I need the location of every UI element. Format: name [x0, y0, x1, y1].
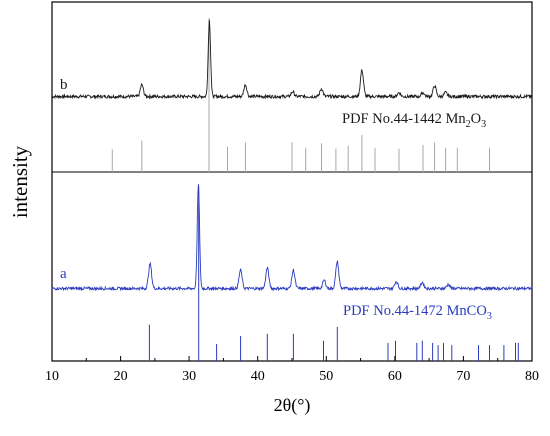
x-tick-label: 70: [456, 369, 470, 384]
reference-label-mnco3: PDF No.44-1472 MnCO3: [343, 303, 492, 322]
top-reference-sticks: [111, 18, 490, 172]
x-tick-label: 60: [388, 369, 402, 384]
x-axis-label: 2θ(°): [274, 395, 311, 416]
x-tick-label: 10: [45, 369, 59, 384]
y-axis-label: intensity: [8, 145, 32, 218]
reference-label-mn2o3-main: PDF No.44-1442 Mn: [342, 111, 466, 127]
trace-a-label: a: [60, 266, 67, 282]
bottom-reference-sticks: [148, 186, 519, 361]
x-tick-label: 40: [251, 369, 265, 384]
x-tick-label: 30: [182, 369, 196, 384]
x-tick-label: 80: [525, 369, 539, 384]
trace-b-label: b: [60, 77, 68, 93]
x-tick-label: 20: [114, 369, 128, 384]
trace-a-line: [51, 184, 533, 292]
trace-b-line: [51, 19, 533, 100]
reference-label-mn2o3: PDF No.44-1442 Mn2O3: [342, 111, 486, 130]
x-axis-ticks: 10 20 30 40 50 60 70 80: [45, 356, 539, 384]
x-tick-label: 50: [319, 369, 333, 384]
reference-label-mn2o3-sub2: 3: [481, 119, 486, 130]
reference-label-mn2o3-mid: O: [471, 111, 481, 127]
reference-label-mnco3-sub: 3: [487, 311, 492, 322]
reference-label-mnco3-main: PDF No.44-1472 MnCO: [343, 303, 487, 319]
reference-label-mn2o3-sub1: 2: [466, 119, 471, 130]
